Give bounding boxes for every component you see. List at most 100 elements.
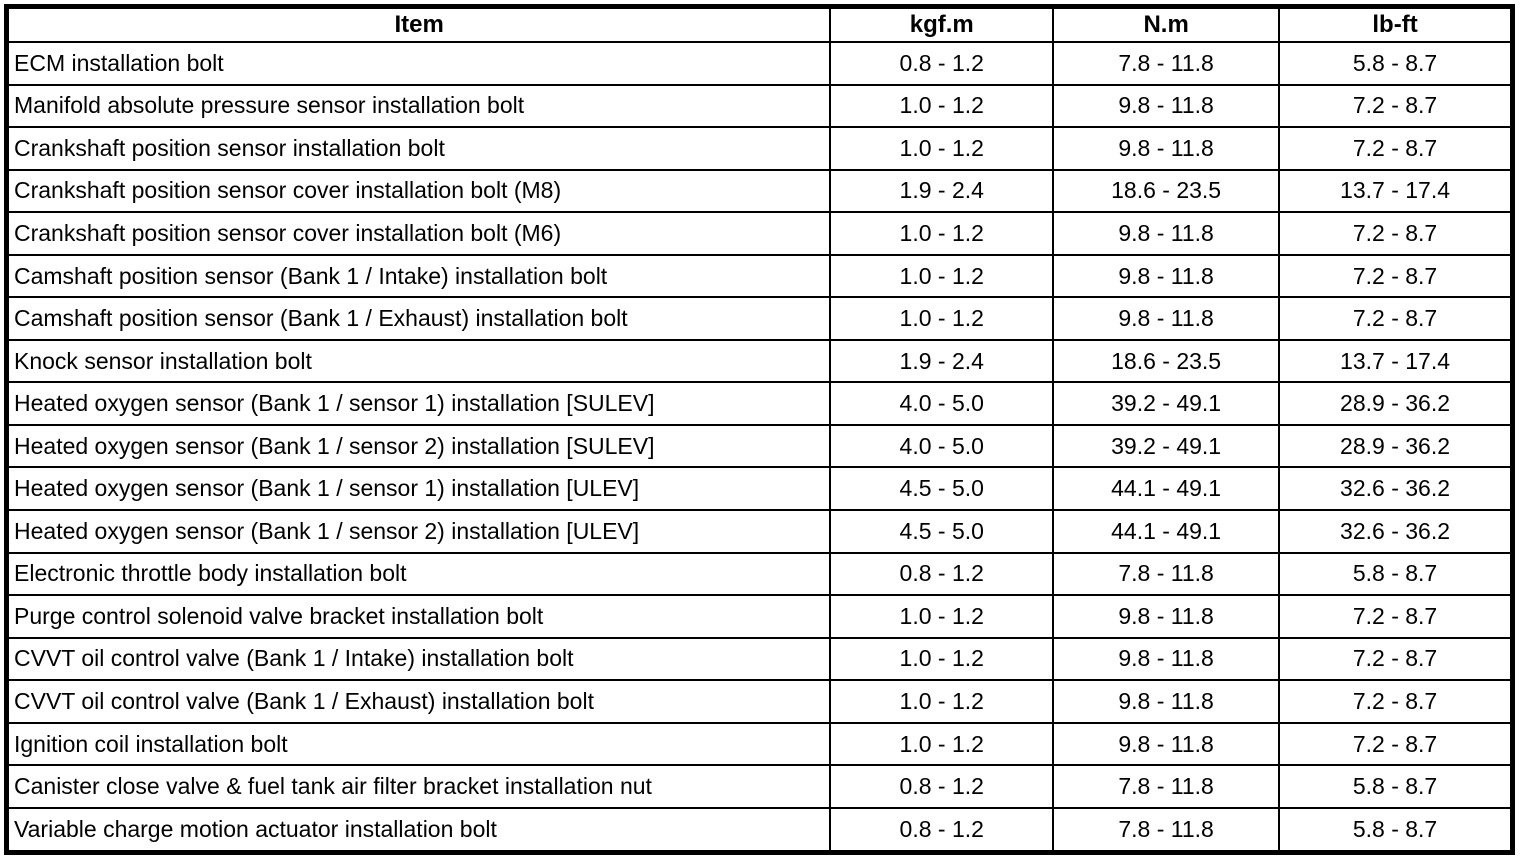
table-row: CVVT oil control valve (Bank 1 / Exhaust… <box>5 679 1514 724</box>
table-row: Crankshaft position sensor cover install… <box>5 168 1514 214</box>
lbft-cell: 28.9 - 36.2 <box>1278 381 1514 426</box>
kgfm-cell: 1.0 - 1.2 <box>829 211 1055 256</box>
item-cell: Ignition coil installation bolt <box>5 721 832 767</box>
lbft-cell: 7.2 - 8.7 <box>1278 83 1514 129</box>
item-cell: Canister close valve & fuel tank air fil… <box>5 764 832 809</box>
nm-cell: 18.6 - 23.5 <box>1052 168 1281 214</box>
item-cell: Knock sensor installation bolt <box>5 338 832 384</box>
item-cell: Crankshaft position sensor installation … <box>5 126 832 171</box>
table-row: Camshaft position sensor (Bank 1 / Exhau… <box>5 296 1514 341</box>
column-header-nm: N.m <box>1052 5 1281 43</box>
nm-cell: 44.1 - 49.1 <box>1052 509 1281 554</box>
item-cell: Variable charge motion actuator installa… <box>5 806 832 854</box>
kgfm-cell: 1.0 - 1.2 <box>829 721 1055 767</box>
column-header-item: Item <box>5 5 832 43</box>
item-cell: CVVT oil control valve (Bank 1 / Intake)… <box>5 636 832 682</box>
lbft-cell: 32.6 - 36.2 <box>1278 466 1514 512</box>
column-header-kgfm: kgf.m <box>829 5 1055 43</box>
table-row: Camshaft position sensor (Bank 1 / Intak… <box>5 253 1514 299</box>
table-body: ECM installation bolt 0.8 - 1.2 7.8 - 11.8… <box>5 41 1514 854</box>
kgfm-cell: 1.0 - 1.2 <box>829 253 1055 299</box>
lbft-cell: 7.2 - 8.7 <box>1278 211 1514 256</box>
lbft-cell: 7.2 - 8.7 <box>1278 636 1514 682</box>
kgfm-cell: 1.0 - 1.2 <box>829 636 1055 682</box>
item-cell: Heated oxygen sensor (Bank 1 / sensor 2)… <box>5 509 832 554</box>
item-cell: Crankshaft position sensor cover install… <box>5 211 832 256</box>
nm-cell: 9.8 - 11.8 <box>1052 296 1281 341</box>
nm-cell: 9.8 - 11.8 <box>1052 83 1281 129</box>
item-cell: Manifold absolute pressure sensor instal… <box>5 83 832 129</box>
kgfm-cell: 1.0 - 1.2 <box>829 126 1055 171</box>
item-cell: Electronic throttle body installation bo… <box>5 551 832 597</box>
item-cell: CVVT oil control valve (Bank 1 / Exhaust… <box>5 679 832 724</box>
kgfm-cell: 4.5 - 5.0 <box>829 466 1055 512</box>
nm-cell: 7.8 - 11.8 <box>1052 764 1281 809</box>
item-cell: Camshaft position sensor (Bank 1 / Intak… <box>5 253 832 299</box>
nm-cell: 9.8 - 11.8 <box>1052 721 1281 767</box>
lbft-cell: 7.2 - 8.7 <box>1278 126 1514 171</box>
item-cell: Heated oxygen sensor (Bank 1 / sensor 1)… <box>5 466 832 512</box>
table-row: Heated oxygen sensor (Bank 1 / sensor 2)… <box>5 509 1514 554</box>
nm-cell: 7.8 - 11.8 <box>1052 806 1281 854</box>
kgfm-cell: 4.5 - 5.0 <box>829 509 1055 554</box>
nm-cell: 7.8 - 11.8 <box>1052 551 1281 597</box>
torque-specification-table: Item kgf.m N.m lb-ft ECM installation bo… <box>4 4 1515 855</box>
lbft-cell: 7.2 - 8.7 <box>1278 594 1514 639</box>
table-row: Manifold absolute pressure sensor instal… <box>5 83 1514 129</box>
table-row: CVVT oil control valve (Bank 1 / Intake)… <box>5 636 1514 682</box>
table-header-row: Item kgf.m N.m lb-ft <box>5 5 1514 43</box>
kgfm-cell: 4.0 - 5.0 <box>829 381 1055 426</box>
lbft-cell: 13.7 - 17.4 <box>1278 168 1514 214</box>
table-row: Heated oxygen sensor (Bank 1 / sensor 1)… <box>5 381 1514 426</box>
kgfm-cell: 1.0 - 1.2 <box>829 679 1055 724</box>
table-row: Heated oxygen sensor (Bank 1 / sensor 2)… <box>5 423 1514 469</box>
lbft-cell: 28.9 - 36.2 <box>1278 423 1514 469</box>
nm-cell: 9.8 - 11.8 <box>1052 594 1281 639</box>
lbft-cell: 5.8 - 8.7 <box>1278 41 1514 86</box>
table-row: Crankshaft position sensor cover install… <box>5 211 1514 256</box>
lbft-cell: 5.8 - 8.7 <box>1278 806 1514 854</box>
lbft-cell: 13.7 - 17.4 <box>1278 338 1514 384</box>
kgfm-cell: 1.0 - 1.2 <box>829 594 1055 639</box>
table-row: Variable charge motion actuator installa… <box>5 806 1514 854</box>
table-row: Knock sensor installation bolt 1.9 - 2.4 1… <box>5 338 1514 384</box>
item-cell: ECM installation bolt <box>5 41 832 86</box>
nm-cell: 9.8 - 11.8 <box>1052 679 1281 724</box>
nm-cell: 9.8 - 11.8 <box>1052 253 1281 299</box>
nm-cell: 39.2 - 49.1 <box>1052 381 1281 426</box>
table-row: Electronic throttle body installation bo… <box>5 551 1514 597</box>
kgfm-cell: 0.8 - 1.2 <box>829 764 1055 809</box>
nm-cell: 9.8 - 11.8 <box>1052 126 1281 171</box>
kgfm-cell: 0.8 - 1.2 <box>829 551 1055 597</box>
kgfm-cell: 4.0 - 5.0 <box>829 423 1055 469</box>
kgfm-cell: 0.8 - 1.2 <box>829 806 1055 854</box>
table-row: Crankshaft position sensor installation … <box>5 126 1514 171</box>
item-cell: Purge control solenoid valve bracket ins… <box>5 594 832 639</box>
column-header-lbft: lb-ft <box>1278 5 1514 43</box>
table-row: Purge control solenoid valve bracket ins… <box>5 594 1514 639</box>
nm-cell: 9.8 - 11.8 <box>1052 636 1281 682</box>
nm-cell: 7.8 - 11.8 <box>1052 41 1281 86</box>
table-row: ECM installation bolt 0.8 - 1.2 7.8 - 11.8… <box>5 41 1514 86</box>
table-row: Ignition coil installation bolt 1.0 - 1.2… <box>5 721 1514 767</box>
item-cell: Heated oxygen sensor (Bank 1 / sensor 1)… <box>5 381 832 426</box>
table-row: Canister close valve & fuel tank air fil… <box>5 764 1514 809</box>
lbft-cell: 5.8 - 8.7 <box>1278 764 1514 809</box>
nm-cell: 9.8 - 11.8 <box>1052 211 1281 256</box>
lbft-cell: 7.2 - 8.7 <box>1278 296 1514 341</box>
kgfm-cell: 1.9 - 2.4 <box>829 338 1055 384</box>
lbft-cell: 5.8 - 8.7 <box>1278 551 1514 597</box>
lbft-cell: 7.2 - 8.7 <box>1278 679 1514 724</box>
kgfm-cell: 0.8 - 1.2 <box>829 41 1055 86</box>
item-cell: Heated oxygen sensor (Bank 1 / sensor 2)… <box>5 423 832 469</box>
kgfm-cell: 1.9 - 2.4 <box>829 168 1055 214</box>
kgfm-cell: 1.0 - 1.2 <box>829 296 1055 341</box>
item-cell: Camshaft position sensor (Bank 1 / Exhau… <box>5 296 832 341</box>
lbft-cell: 32.6 - 36.2 <box>1278 509 1514 554</box>
nm-cell: 44.1 - 49.1 <box>1052 466 1281 512</box>
lbft-cell: 7.2 - 8.7 <box>1278 721 1514 767</box>
kgfm-cell: 1.0 - 1.2 <box>829 83 1055 129</box>
lbft-cell: 7.2 - 8.7 <box>1278 253 1514 299</box>
item-cell: Crankshaft position sensor cover install… <box>5 168 832 214</box>
